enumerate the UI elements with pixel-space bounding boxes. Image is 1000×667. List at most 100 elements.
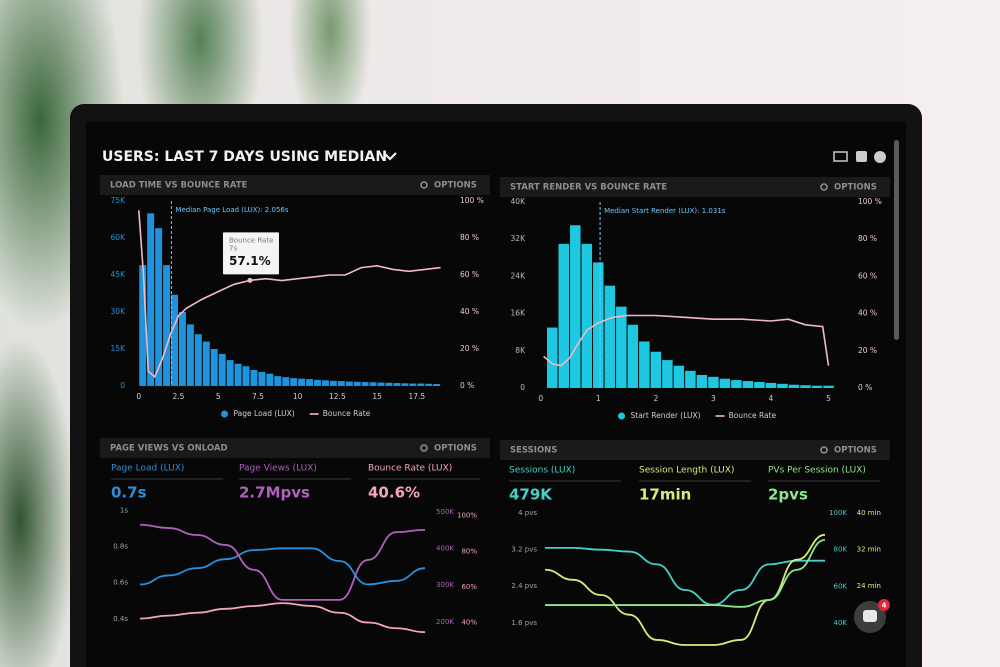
histogram-bar [345, 381, 353, 386]
legend-swatch [221, 410, 228, 418]
y2-tick-label: 20 % [858, 346, 877, 355]
share-icon[interactable] [856, 151, 867, 162]
histogram-bar [401, 383, 409, 386]
histogram-bar [290, 378, 298, 386]
x-tick-label: 5 [216, 392, 221, 401]
median-label: Median Page Load (LUX): 2.056s [175, 206, 288, 214]
options-button[interactable]: OPTIONS [834, 446, 877, 456]
histogram-bar [321, 380, 329, 386]
histogram-bar [353, 381, 361, 386]
series-line [139, 523, 426, 601]
panel-header [500, 177, 890, 197]
histogram-bar [547, 327, 558, 388]
options-button[interactable]: OPTIONS [834, 183, 877, 193]
y3-tick-label: 40 min [857, 509, 881, 517]
histogram-bar [171, 294, 178, 386]
y3-tick-label: 80% [461, 547, 477, 555]
bounce-line [543, 314, 830, 367]
y2-tick-label: 80K [834, 546, 848, 554]
histogram-bar [163, 265, 171, 386]
chat-badge [878, 599, 890, 611]
histogram-bar [719, 378, 731, 388]
histogram-bar [393, 383, 401, 386]
y-tick-label: 1.6 pvs [511, 619, 537, 627]
panel-title: START RENDER VS BOUNCE RATE [510, 183, 667, 193]
y-tick-label: 8K [515, 346, 526, 355]
y-tick-label: 45K [111, 270, 127, 279]
tooltip-value: 57.1% [229, 254, 271, 268]
y2-tick-label: 100K [829, 509, 847, 517]
options-button[interactable]: OPTIONS [434, 181, 477, 191]
kpi-label: Bounce Rate (LUX) [368, 464, 452, 474]
x-tick-label: 17.5 [408, 392, 425, 401]
panel-header [100, 438, 490, 458]
x-tick-label: 10 [293, 392, 303, 401]
bounce-line [138, 210, 441, 379]
series-line [545, 546, 825, 606]
gear-icon [820, 183, 828, 191]
y-tick-label: 0.4s [113, 615, 128, 623]
histogram-bar [242, 366, 250, 386]
y-tick-label: 40K [511, 197, 527, 206]
y-tick-label: 24K [511, 271, 527, 280]
tooltip-title: Bounce Rate [229, 236, 273, 244]
histogram-bar [765, 382, 777, 388]
x-tick-label: 12.5 [329, 392, 346, 401]
y2-tick-label: 20 % [460, 344, 479, 353]
series-line [139, 602, 426, 634]
histogram-bar [306, 379, 314, 386]
gear-icon [420, 181, 428, 189]
gear-icon [420, 444, 428, 452]
tooltip-x: 7s [229, 244, 237, 252]
histogram-bar [811, 385, 823, 388]
histogram-bar [329, 380, 337, 386]
y3-tick-label: 24 min [857, 582, 881, 590]
histogram-bar [226, 360, 234, 386]
histogram-bar [234, 363, 242, 386]
chat-icon [863, 610, 877, 622]
kpi-value: 2.7Mpvs [239, 484, 310, 502]
tooltip-box [222, 232, 279, 275]
x-tick-label: 2.5 [173, 392, 185, 401]
histogram-bar [425, 383, 433, 386]
histogram-bar [369, 382, 377, 386]
legend-label: Bounce Rate [323, 409, 371, 418]
legend-label: Start Render (LUX) [631, 411, 701, 420]
y3-tick-label: 100% [457, 512, 477, 520]
kpi-value: 40.6% [368, 484, 420, 502]
kpi-label: Page Load (LUX) [111, 464, 184, 474]
y2-tick-label: 60 % [460, 270, 479, 279]
histogram-bar [282, 377, 290, 386]
legend-label: Bounce Rate [729, 411, 777, 420]
histogram-bar [274, 376, 282, 386]
x-tick-label: 1 [596, 394, 601, 403]
dropdown-chevron[interactable] [383, 152, 397, 161]
x-tick-label: 3 [711, 394, 716, 403]
histogram-bar [823, 385, 834, 388]
kpi-value: 0.7s [111, 484, 147, 502]
x-tick-label: 7.5 [252, 392, 264, 401]
y2-tick-label: 500K [436, 508, 454, 516]
legend-label: Page Load (LUX) [234, 409, 295, 418]
monitor-icon[interactable] [833, 151, 848, 162]
y3-tick-label: 32 min [857, 546, 881, 554]
histogram-bar [409, 383, 417, 386]
y-tick-label: 30K [111, 307, 127, 316]
dashboard-title[interactable]: USERS: LAST 7 DAYS USING MEDIAN [102, 149, 387, 165]
histogram-bar [662, 360, 673, 388]
chat-badge-count: 4 [882, 602, 887, 610]
help-icon[interactable] [874, 151, 886, 163]
y-tick-label: 32K [511, 234, 527, 243]
histogram-bar [742, 381, 754, 388]
options-button[interactable]: OPTIONS [434, 444, 477, 454]
series-line [544, 533, 826, 646]
y2-tick-label: 300K [436, 581, 454, 589]
y-tick-label: 1s [120, 506, 128, 514]
histogram-bar [788, 384, 800, 388]
panel-header [100, 175, 490, 195]
kpi-label: Session Length (LUX) [639, 466, 734, 476]
histogram-bar [155, 228, 163, 386]
histogram-bar [627, 324, 639, 388]
histogram-bar [337, 381, 345, 386]
